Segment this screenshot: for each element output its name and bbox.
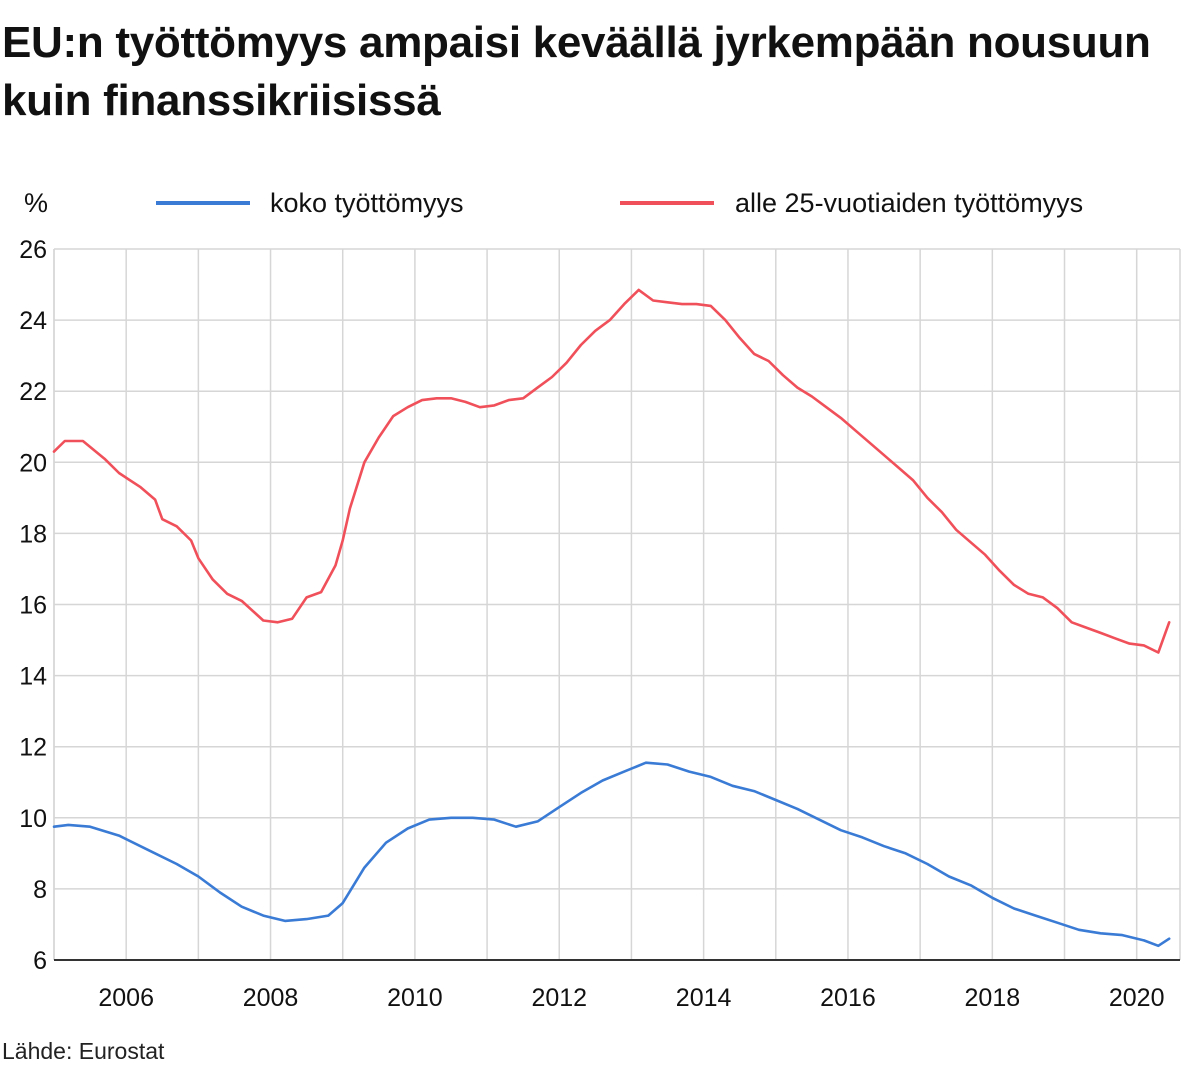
y-tick-label: 6: [33, 947, 47, 975]
y-tick-label: 8: [33, 876, 47, 904]
legend-label-1: alle 25-vuotiaiden työttömyys: [735, 188, 1083, 218]
y-tick-label: 10: [19, 805, 47, 833]
y-axis-unit-label: %: [24, 188, 48, 218]
x-tick-label: 2012: [531, 984, 587, 1012]
y-tick-label: 22: [19, 378, 47, 406]
x-tick-label: 2018: [965, 984, 1021, 1012]
legend-label-0: koko työttömyys: [270, 188, 464, 218]
x-tick-label: 2016: [820, 984, 876, 1012]
chart-title: EU:n työttömyys ampaisi keväällä jyrkemp…: [2, 18, 1151, 125]
series-lines: [52, 288, 1171, 948]
y-tick-label: 14: [19, 663, 47, 691]
series-line-0: [52, 761, 1171, 948]
y-tick-label: 26: [19, 236, 47, 264]
x-tick-label: 2014: [676, 984, 732, 1012]
x-tick-label: 2008: [243, 984, 299, 1012]
y-tick-label: 12: [19, 734, 47, 762]
x-tick-label: 2020: [1109, 984, 1165, 1012]
series-line-1: [52, 288, 1171, 654]
y-tick-label: 18: [19, 520, 47, 548]
legend: koko työttömyys alle 25-vuotiaiden työttö…: [156, 188, 1083, 218]
y-tick-label: 24: [19, 307, 47, 335]
x-tick-label: 2006: [98, 984, 154, 1012]
x-axis-ticks: 2006 2008 2010 2012 2014 2016 2018 2020: [98, 984, 1164, 1012]
y-tick-label: 20: [19, 449, 47, 477]
gridlines: [53, 248, 1181, 961]
source-note: Lähde: Eurostat: [2, 1038, 165, 1064]
y-tick-label: 16: [19, 592, 47, 620]
y-axis-ticks: 6 8 10 12 14 16 18 20 22 24 26: [19, 236, 47, 975]
x-tick-label: 2010: [387, 984, 443, 1012]
